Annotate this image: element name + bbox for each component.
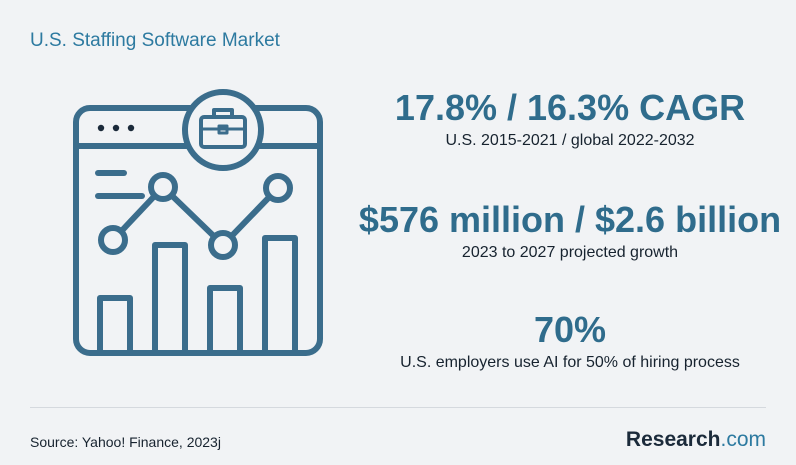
brand-suffix: .com xyxy=(720,428,766,451)
brand: Research.com xyxy=(626,428,766,452)
stat: 70% U.S. employers use AI for 50% of hir… xyxy=(350,310,790,372)
window-dot xyxy=(112,124,120,132)
stat-label: U.S. 2015-2021 / global 2022-2032 xyxy=(445,132,695,149)
icon-bar xyxy=(207,285,243,356)
source: Source: Yahoo! Finance, 2023j xyxy=(30,434,221,450)
icon-dot xyxy=(208,230,238,260)
title: U.S. Staffing Software Market xyxy=(30,30,280,51)
icon-line xyxy=(110,184,281,248)
window-dot xyxy=(127,124,135,132)
icon-dot xyxy=(263,173,293,203)
illustration xyxy=(73,89,323,356)
briefcase-handle xyxy=(212,108,234,119)
stat-value: 17.8% / 16.3% CAGR xyxy=(394,87,746,128)
stat: 17.8% / 16.3% CAGR U.S. 2015-2021 / glob… xyxy=(350,88,790,150)
icon-bar xyxy=(152,242,188,356)
window-dot xyxy=(97,124,105,132)
stat-value: $576 million / $2.6 billion xyxy=(358,199,782,240)
icon-bar xyxy=(97,295,133,356)
briefcase-lock xyxy=(217,124,229,135)
stat-label: U.S. employers use AI for 50% of hiring … xyxy=(400,354,740,371)
briefcase xyxy=(199,115,247,149)
icon-dot xyxy=(148,172,178,202)
icon-bar xyxy=(262,235,298,356)
stat: $576 million / $2.6 billion 2023 to 2027… xyxy=(350,200,790,262)
icon-dot xyxy=(98,225,128,255)
stat-label: 2023 to 2027 projected growth xyxy=(461,244,679,261)
brand-name: Research xyxy=(625,428,721,451)
stat-value: 70% xyxy=(533,309,607,350)
divider xyxy=(30,407,766,408)
